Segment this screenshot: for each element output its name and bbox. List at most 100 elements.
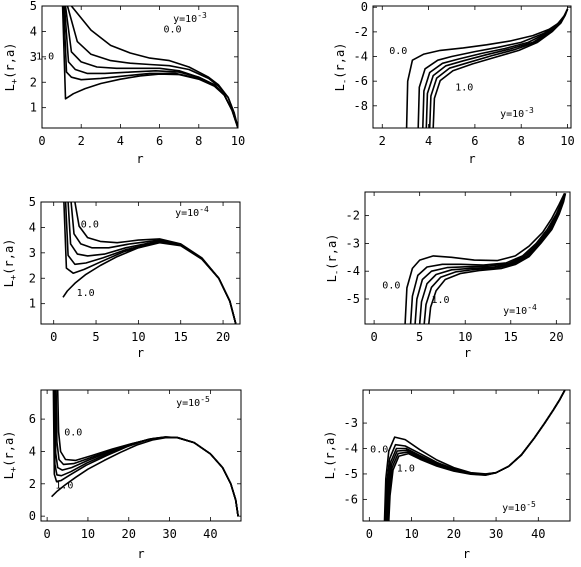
y-tick-label: -6 xyxy=(354,74,368,88)
y-axis-label: L-(r,a) xyxy=(323,431,340,480)
panel-6: 0 10 20 30 40-6-5-4-30.01.0y=10-5rL-(r,a) xyxy=(323,389,571,561)
series-line-2 xyxy=(417,8,569,128)
series-group xyxy=(61,6,238,128)
y-label-args: (r,a) xyxy=(2,239,16,275)
series-line-3 xyxy=(414,193,567,324)
y-label-subscript: + xyxy=(9,466,19,472)
y-label-main: L xyxy=(2,280,16,287)
x-tick-label: 20 xyxy=(549,330,563,344)
parameter-base: y=10 xyxy=(175,208,199,219)
series-line-6 xyxy=(388,390,566,521)
series-line-5 xyxy=(387,390,566,521)
y-tick-label: -8 xyxy=(354,99,368,113)
parameter-exponent: -5 xyxy=(200,395,210,404)
parameter-annotation: y=10-3 xyxy=(500,106,534,120)
parameter-base: y=10 xyxy=(502,503,526,514)
x-tick-label: 4 xyxy=(117,134,124,148)
parameter-exponent: -4 xyxy=(199,205,209,214)
y-label-args: (r,a) xyxy=(3,43,17,79)
y-label-main: L xyxy=(2,472,16,479)
y-label-subscript: - xyxy=(340,79,350,84)
x-tick-label: 0 xyxy=(38,134,45,148)
y-label-main: L xyxy=(3,84,17,91)
plot-frame xyxy=(40,201,241,325)
x-tick-label: 20 xyxy=(216,330,230,344)
x-tick-label: 20 xyxy=(447,527,461,541)
y-tick-label: -6 xyxy=(344,492,358,506)
curve-label: 0.0 xyxy=(64,427,82,438)
series-line-5 xyxy=(423,193,567,324)
series-line-6 xyxy=(428,193,567,324)
series-line-4 xyxy=(425,8,569,128)
y-tick-label: -2 xyxy=(346,209,360,223)
series-group xyxy=(404,193,567,324)
y-axis-label: L+(r,a) xyxy=(3,43,20,92)
x-tick-label: 8 xyxy=(195,134,202,148)
x-tick-label: 10 xyxy=(131,330,145,344)
series-line-3 xyxy=(54,390,239,517)
parameter-base: y=10 xyxy=(173,14,197,25)
x-tick-label: 8 xyxy=(518,134,525,148)
series-group xyxy=(51,390,239,517)
panel-5: 0 10 20 30 40 0 2 4 6 0.0 1.0 y=10-5 r L+(r,a) xyxy=(2,389,242,561)
x-tick-label: 0 xyxy=(370,330,377,344)
series-group xyxy=(405,8,569,128)
y-tick-label: 4 xyxy=(29,444,36,458)
x-tick-label: 10 xyxy=(231,134,245,148)
parameter-annotation: y=10-5 xyxy=(502,500,536,514)
plot-frame xyxy=(372,5,572,129)
x-tick-label: 40 xyxy=(531,527,545,541)
plot-frame xyxy=(364,191,571,325)
parameter-base: y=10 xyxy=(500,109,524,120)
parameter-exponent: -3 xyxy=(197,11,207,20)
y-tick-label: 6 xyxy=(29,412,36,426)
series-group xyxy=(383,390,566,521)
y-axis-label: L-(r,a) xyxy=(325,234,342,283)
x-tick-label: 5 xyxy=(416,330,423,344)
y-tick-label: -4 xyxy=(346,264,360,278)
y-tick-label: 1 xyxy=(29,297,36,311)
panel-3: 0 5 10 15 20 1 2 3 4 5 0.0 1.0 y=10-4 r L+(r,a) xyxy=(2,195,241,360)
plot-frame xyxy=(362,389,571,522)
x-tick-label: 40 xyxy=(203,527,217,541)
series-line-1 xyxy=(56,390,239,517)
y-tick-label: 0 xyxy=(361,0,368,14)
series-line-6 xyxy=(61,6,238,128)
x-tick-label: 0 xyxy=(50,330,57,344)
series-line-5 xyxy=(62,6,238,128)
x-tick-label: 20 xyxy=(122,527,136,541)
curve-label: 1.0 xyxy=(77,288,95,299)
series-line-6 xyxy=(62,241,237,324)
curve-label: 0.0 xyxy=(389,46,407,57)
x-axis-label: r xyxy=(137,346,144,360)
y-tick-label: -4 xyxy=(354,50,368,64)
x-tick-label: 10 xyxy=(81,527,95,541)
y-tick-label: 4 xyxy=(30,24,37,38)
y-tick-label: 5 xyxy=(29,195,36,209)
curve-label: 1.0 xyxy=(432,295,450,306)
x-tick-label: 10 xyxy=(458,330,472,344)
series-line-2 xyxy=(55,390,239,517)
y-tick-label: -4 xyxy=(344,442,358,456)
y-axis-label: L+(r,a) xyxy=(2,431,19,480)
x-tick-label: 0 xyxy=(366,527,373,541)
y-tick-label: 5 xyxy=(30,0,37,13)
y-label-args: (r,a) xyxy=(325,234,339,270)
x-tick-label: 2 xyxy=(78,134,85,148)
y-label-main: L xyxy=(333,84,347,91)
x-tick-label: 30 xyxy=(162,527,176,541)
x-tick-label: 15 xyxy=(173,330,187,344)
parameter-annotation: y=10-4 xyxy=(503,303,537,317)
x-tick-label: 6 xyxy=(471,134,478,148)
x-axis-label: r xyxy=(468,152,475,166)
y-label-args: (r,a) xyxy=(333,43,347,79)
x-tick-label: 5 xyxy=(92,330,99,344)
y-label-subscript: - xyxy=(332,270,342,275)
x-axis-label: r xyxy=(136,152,143,166)
y-tick-label: -3 xyxy=(344,416,358,430)
y-label-subscript: + xyxy=(9,274,19,280)
x-tick-label: 10 xyxy=(560,134,574,148)
y-tick-label: 4 xyxy=(29,220,36,234)
curve-label: 0.0 xyxy=(164,25,182,36)
